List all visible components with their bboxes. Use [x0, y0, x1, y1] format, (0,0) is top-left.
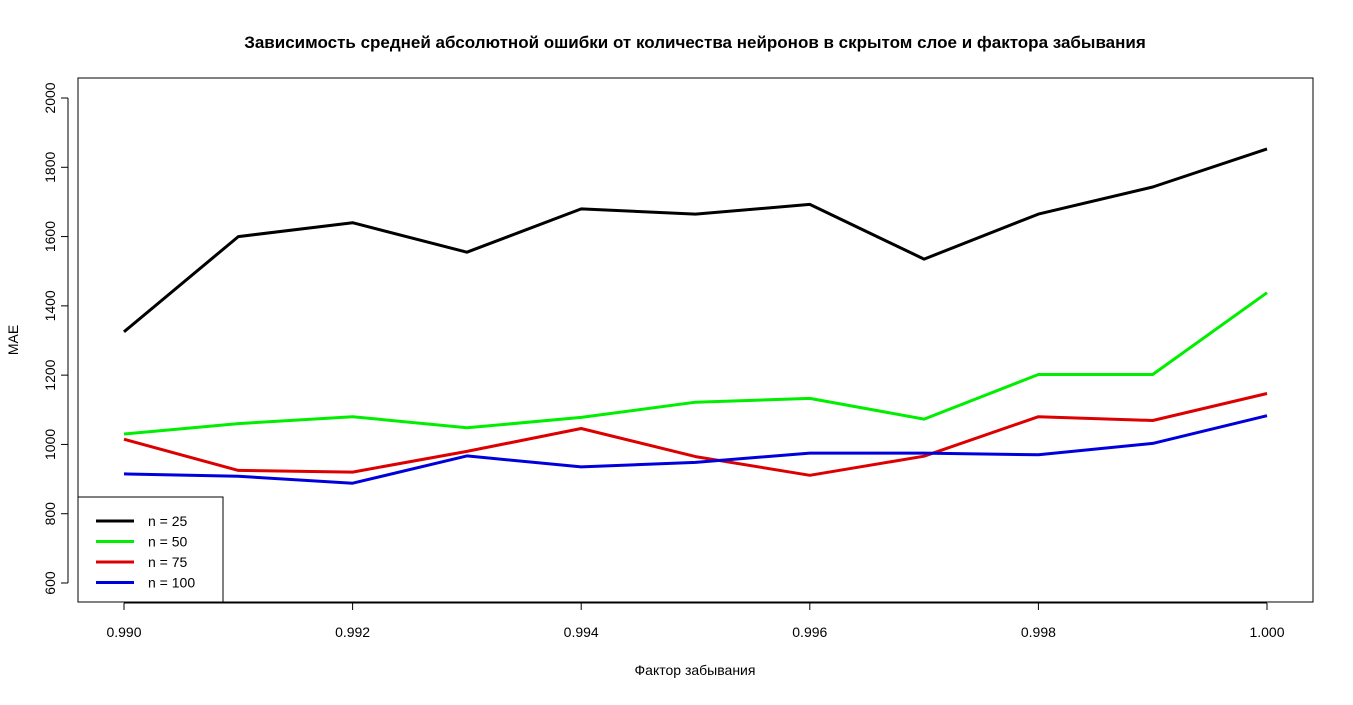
plot-frame	[78, 78, 1313, 602]
y-tick-label: 1400	[42, 290, 58, 321]
y-tick-label: 1800	[42, 152, 58, 183]
legend-label: n = 100	[148, 575, 195, 591]
series-line-4	[124, 416, 1267, 484]
y-tick-label: 800	[42, 502, 58, 526]
x-tick-label: 0.990	[106, 624, 141, 640]
y-axis: 600 800 1000 1200 1400 1600 1800 2000	[42, 82, 68, 594]
y-axis-label: MAE	[5, 325, 21, 355]
legend-label: n = 75	[148, 554, 188, 570]
series-line-2	[124, 293, 1267, 434]
x-tick-label: 0.996	[792, 624, 827, 640]
series-lines	[124, 149, 1267, 484]
x-tick-label: 0.992	[335, 624, 370, 640]
y-tick-label: 1600	[42, 221, 58, 252]
chart-title: Зависимость средней абсолютной ошибки от…	[244, 33, 1146, 52]
y-tick-label: 600	[42, 571, 58, 595]
x-axis-label: Фактор забывания	[635, 662, 756, 678]
series-line-1	[124, 149, 1267, 332]
x-tick-label: 1.000	[1249, 624, 1284, 640]
x-tick-label: 0.998	[1021, 624, 1056, 640]
legend: n = 25 n = 50 n = 75 n = 100	[78, 497, 223, 602]
x-axis: 0.990 0.992 0.994 0.996 0.998 1.000	[106, 603, 1284, 640]
legend-label: n = 50	[148, 534, 188, 550]
x-tick-label: 0.994	[564, 624, 599, 640]
y-tick-label: 1200	[42, 359, 58, 390]
y-tick-label: 1000	[42, 429, 58, 460]
legend-label: n = 25	[148, 513, 188, 529]
y-tick-label: 2000	[42, 82, 58, 113]
